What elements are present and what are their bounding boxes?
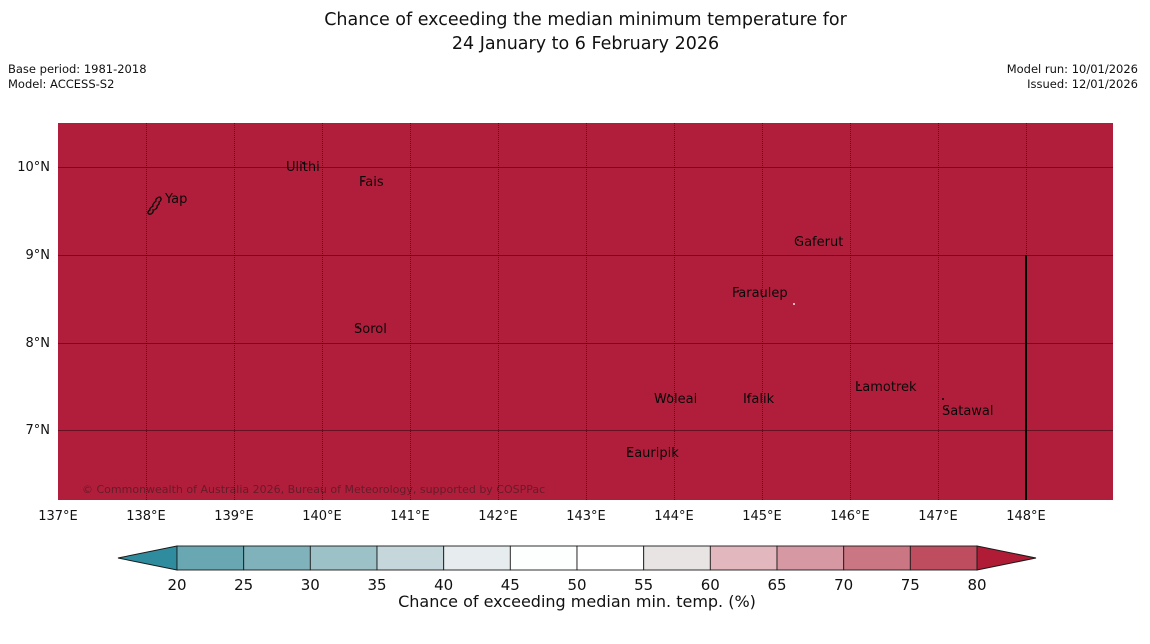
colorbar-tick: 25 — [234, 576, 253, 594]
colorbar-segment — [909, 545, 978, 571]
x-axis-tick: 145°E — [742, 509, 782, 524]
model-text: Model: ACCESS-S2 — [8, 77, 115, 91]
colorbar-tick: 35 — [367, 576, 386, 594]
island-label-ifalik: Ifalik — [743, 392, 775, 407]
copyright-text: © Commonwealth of Australia 2026, Bureau… — [82, 483, 546, 496]
island-marker-gaferut — [797, 239, 799, 241]
colorbar-segment — [376, 545, 445, 571]
y-axis-tick: 8°N — [25, 336, 51, 351]
island-label-gaferut: Gaferut — [794, 235, 844, 250]
x-axis-tick: 142°E — [478, 509, 518, 524]
chart-title: Chance of exceeding the median minimum t… — [58, 8, 1113, 56]
gridline-vertical — [938, 123, 939, 500]
island-label-woleai: Woleai — [654, 392, 698, 407]
colorbar-right-arrow — [976, 545, 1037, 571]
colorbar-segment — [776, 545, 845, 571]
island-marker-woleai-2 — [668, 394, 670, 396]
colorbar-tick: 40 — [434, 576, 453, 594]
metadata-right: Model run: 10/01/2026 Issued: 12/01/2026 — [1007, 62, 1138, 92]
gridline-vertical — [146, 123, 147, 500]
island-marker-eauripik — [629, 450, 631, 452]
probability-map: Yap Ulithi Fais Sorol Gaferut Faraulep W… — [58, 123, 1113, 500]
x-axis-tick: 144°E — [654, 509, 694, 524]
colorbar-segment — [309, 545, 378, 571]
colorbar-tick: 45 — [501, 576, 520, 594]
base-period-text: Base period: 1981-2018 — [8, 62, 147, 76]
gridline-vertical — [850, 123, 851, 500]
gridline-vertical — [234, 123, 235, 500]
colorbar-segment — [509, 545, 578, 571]
colorbar-tick: 55 — [634, 576, 653, 594]
x-axis-tick: 147°E — [918, 509, 958, 524]
colorbar-tick: 50 — [567, 576, 586, 594]
chart-title-line1: Chance of exceeding the median minimum t… — [324, 10, 847, 30]
gridline-vertical — [322, 123, 323, 500]
region-boundary-line — [1025, 255, 1027, 500]
island-marker-satawal — [946, 408, 948, 410]
island-marker-ulithi — [302, 162, 304, 164]
island-marker-ifalik — [747, 396, 749, 398]
x-axis-tick: 139°E — [214, 509, 254, 524]
y-axis-tick: 10°N — [17, 160, 50, 175]
gridline-vertical — [410, 123, 411, 500]
island-marker-woleai — [659, 396, 661, 398]
colorbar-segment — [576, 545, 645, 571]
colorbar-tick: 60 — [701, 576, 720, 594]
gridline-horizontal — [58, 167, 1113, 168]
colorbar-tick: 30 — [301, 576, 320, 594]
y-axis-tick: 7°N — [25, 423, 51, 438]
gridline-horizontal — [58, 255, 1113, 256]
island-label-faraulep: Faraulep — [732, 286, 788, 301]
x-axis-tick: 140°E — [302, 509, 342, 524]
colorbar-segment — [843, 545, 911, 571]
colorbar-tick: 80 — [967, 576, 986, 594]
gridline-vertical — [762, 123, 763, 500]
colorbar-tick: 65 — [767, 576, 786, 594]
colorbar-segment — [243, 545, 311, 571]
island-marker-west-fayu — [942, 398, 944, 400]
island-label-yap: Yap — [165, 192, 188, 207]
x-axis-tick: 141°E — [390, 509, 430, 524]
colorbar-tick: 70 — [834, 576, 853, 594]
island-marker-lamotrek — [858, 384, 860, 386]
gridline-horizontal — [58, 430, 1113, 431]
island-marker-faraulep-east — [793, 303, 795, 305]
island-marker-sorol — [357, 326, 359, 328]
y-axis-tick: 9°N — [25, 248, 51, 263]
metadata-left: Base period: 1981-2018 Model: ACCESS-S2 — [8, 62, 147, 92]
colorbar-tick: 20 — [167, 576, 186, 594]
island-label-lamotrek: Lamotrek — [855, 380, 917, 395]
issued-text: Issued: 12/01/2026 — [1027, 77, 1138, 91]
gridline-horizontal — [58, 343, 1113, 344]
x-axis-tick: 148°E — [1006, 509, 1046, 524]
island-label-satawal: Satawal — [942, 404, 994, 419]
x-axis-tick: 143°E — [566, 509, 606, 524]
colorbar-segment — [176, 545, 245, 571]
gridline-vertical — [674, 123, 675, 500]
x-axis-tick: 146°E — [830, 509, 870, 524]
colorbar-left-arrow — [117, 545, 178, 571]
yap-island-icon — [147, 196, 162, 215]
x-axis-tick: 138°E — [126, 509, 166, 524]
island-label-ulithi: Ulithi — [286, 160, 320, 175]
gridline-vertical — [586, 123, 587, 500]
island-label-sorol: Sorol — [354, 322, 387, 337]
colorbar-segment — [709, 545, 778, 571]
colorbar-tick: 75 — [901, 576, 920, 594]
colorbar-segment — [443, 545, 511, 571]
gridline-vertical — [498, 123, 499, 500]
colorbar-label: Chance of exceeding median min. temp. (%… — [398, 592, 756, 611]
island-label-fais: Fais — [359, 175, 384, 190]
model-run-text: Model run: 10/01/2026 — [1006, 62, 1138, 76]
colorbar-segment — [643, 545, 711, 571]
island-marker-faraulep — [737, 290, 739, 292]
island-label-eauripik: Eauripik — [626, 446, 679, 461]
colorbar: 20 25 30 35 40 45 50 55 60 65 70 75 80 — [117, 545, 1037, 594]
x-axis-tick: 137°E — [38, 509, 78, 524]
island-marker-fais — [362, 180, 364, 182]
chart-title-line2: 24 January to 6 February 2026 — [451, 34, 720, 54]
